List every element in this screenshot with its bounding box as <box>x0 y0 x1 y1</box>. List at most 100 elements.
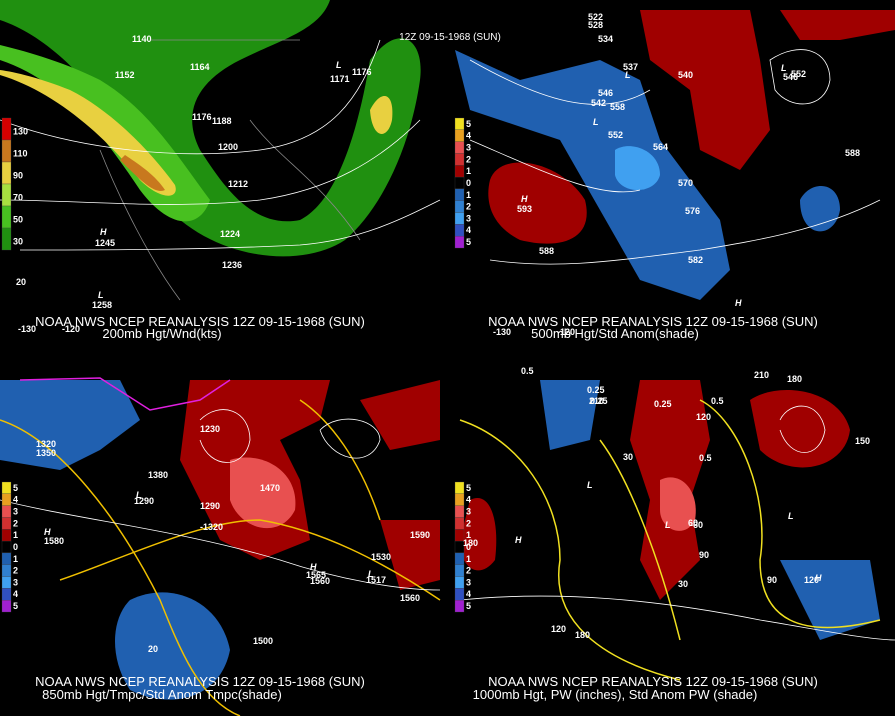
legend-swatch <box>1 540 12 554</box>
contour-label: 90 <box>767 575 777 585</box>
anomaly-shade <box>800 186 840 232</box>
contour-label: 552 <box>791 69 806 79</box>
contour-label: 588 <box>845 148 860 158</box>
contour-label: H <box>310 562 317 572</box>
legend-swatch <box>454 224 465 237</box>
legend-swatch <box>454 188 465 201</box>
panel-200mb <box>0 0 441 301</box>
contour-label: 1380 <box>148 470 168 480</box>
panel-header: NOAA NWS NCEP REANALYSIS 12Z 09-15-1968 … <box>35 314 365 329</box>
legend-label: 3 <box>466 507 471 517</box>
contour <box>0 409 441 591</box>
contour-label: L <box>788 511 794 521</box>
legend-swatch <box>454 481 465 494</box>
contour-label: 1350 <box>36 448 56 458</box>
legend-swatch <box>454 600 465 613</box>
contour-label: 90 <box>699 550 709 560</box>
contour-label: 1224 <box>220 229 240 239</box>
legend-swatch <box>1 205 12 229</box>
legend-label: 3 <box>13 507 18 517</box>
wind-shade <box>370 96 393 134</box>
contour-label: 120 <box>696 412 711 422</box>
legend-label: 4 <box>466 589 471 599</box>
contour-label: 528 <box>588 20 603 30</box>
legend-swatch <box>454 200 465 213</box>
legend-label: 2 <box>466 202 471 212</box>
contour-label: 150 <box>855 436 870 446</box>
legend-label: 0 <box>466 542 471 552</box>
legend-label: 1 <box>13 554 18 564</box>
legend-swatch <box>1 517 12 530</box>
legend-swatch <box>1 576 12 589</box>
contour-label: 120 <box>551 624 566 634</box>
anomaly-shade <box>750 390 850 468</box>
panel-500mb <box>455 10 895 300</box>
contour-label: 0.25 <box>587 385 605 395</box>
contour-label: 1290 <box>200 501 220 511</box>
panel-header: NOAA NWS NCEP REANALYSIS 12Z 09-15-1968 … <box>488 314 818 329</box>
legend-label: 3 <box>466 143 471 153</box>
legend-swatch <box>1 564 12 577</box>
contour-label: 60 <box>688 518 698 528</box>
contour-label: H <box>515 535 522 545</box>
panel-header: NOAA NWS NCEP REANALYSIS 12Z 09-15-1968 … <box>488 674 818 689</box>
contour-label: 1320 <box>36 439 56 449</box>
anomaly-shade <box>488 162 587 244</box>
legend-swatch <box>1 588 12 601</box>
contour-label: 1164 <box>190 62 210 72</box>
legend-swatch <box>454 576 465 589</box>
contour <box>459 405 895 641</box>
legend-label: 70 <box>13 193 23 203</box>
anomaly-shade <box>115 592 230 700</box>
wind-shade <box>0 0 421 257</box>
legend-label: 4 <box>466 131 471 141</box>
legend-swatch <box>454 564 465 577</box>
contour-label: L <box>593 117 599 127</box>
contour-label: 120 <box>804 575 819 585</box>
legend-swatch <box>454 212 465 225</box>
contour-label: 1258 <box>92 300 112 310</box>
legend-label: 0 <box>13 542 18 552</box>
legend-label: 2 <box>13 566 18 576</box>
legend-label: 130 <box>13 127 28 137</box>
legend-swatch <box>1 183 12 207</box>
legend-label: 4 <box>13 589 18 599</box>
contour-label: 1140 <box>132 34 152 44</box>
legend-swatch <box>454 129 465 142</box>
contour-label: 1530 <box>371 552 391 562</box>
legend-label: 50 <box>13 215 23 225</box>
contour-label: 534 <box>598 34 613 44</box>
contour <box>0 39 441 251</box>
contour-label: 1245 <box>95 238 115 248</box>
contour-label: 540 <box>678 70 693 80</box>
legend-label: 5 <box>13 483 18 493</box>
anomaly-shade <box>780 10 895 40</box>
anomaly-shade <box>615 146 660 190</box>
contour-label: 180 <box>787 374 802 384</box>
legend-label: 0 <box>466 178 471 188</box>
legend-label: 4 <box>13 495 18 505</box>
contour-label: 1200 <box>218 142 238 152</box>
contour-label: 1517 <box>366 575 386 585</box>
contour-label: 180 <box>575 630 590 640</box>
contour-label: 564 <box>653 142 668 152</box>
contour-label: 593 <box>517 204 532 214</box>
legend-swatch <box>1 552 12 565</box>
anomaly-shade <box>230 457 296 529</box>
legend-label: 2 <box>466 566 471 576</box>
legend-swatch <box>454 493 465 506</box>
contour-label: 1580 <box>44 536 64 546</box>
contour-label: 582 <box>688 255 703 265</box>
legend-label: 2 <box>466 518 471 528</box>
contour-label: 576 <box>685 206 700 216</box>
legend-label: 5 <box>466 119 471 129</box>
contour-label: 20 <box>148 644 158 654</box>
legend-label: 4 <box>466 495 471 505</box>
legend-label: 1 <box>466 554 471 564</box>
anomaly-shade <box>640 10 770 170</box>
legend-label: 1 <box>466 190 471 200</box>
contour-label: H <box>521 194 528 204</box>
legend-swatch <box>454 236 465 249</box>
legend-label: 3 <box>466 577 471 587</box>
contour-label: 1171 <box>330 74 350 84</box>
